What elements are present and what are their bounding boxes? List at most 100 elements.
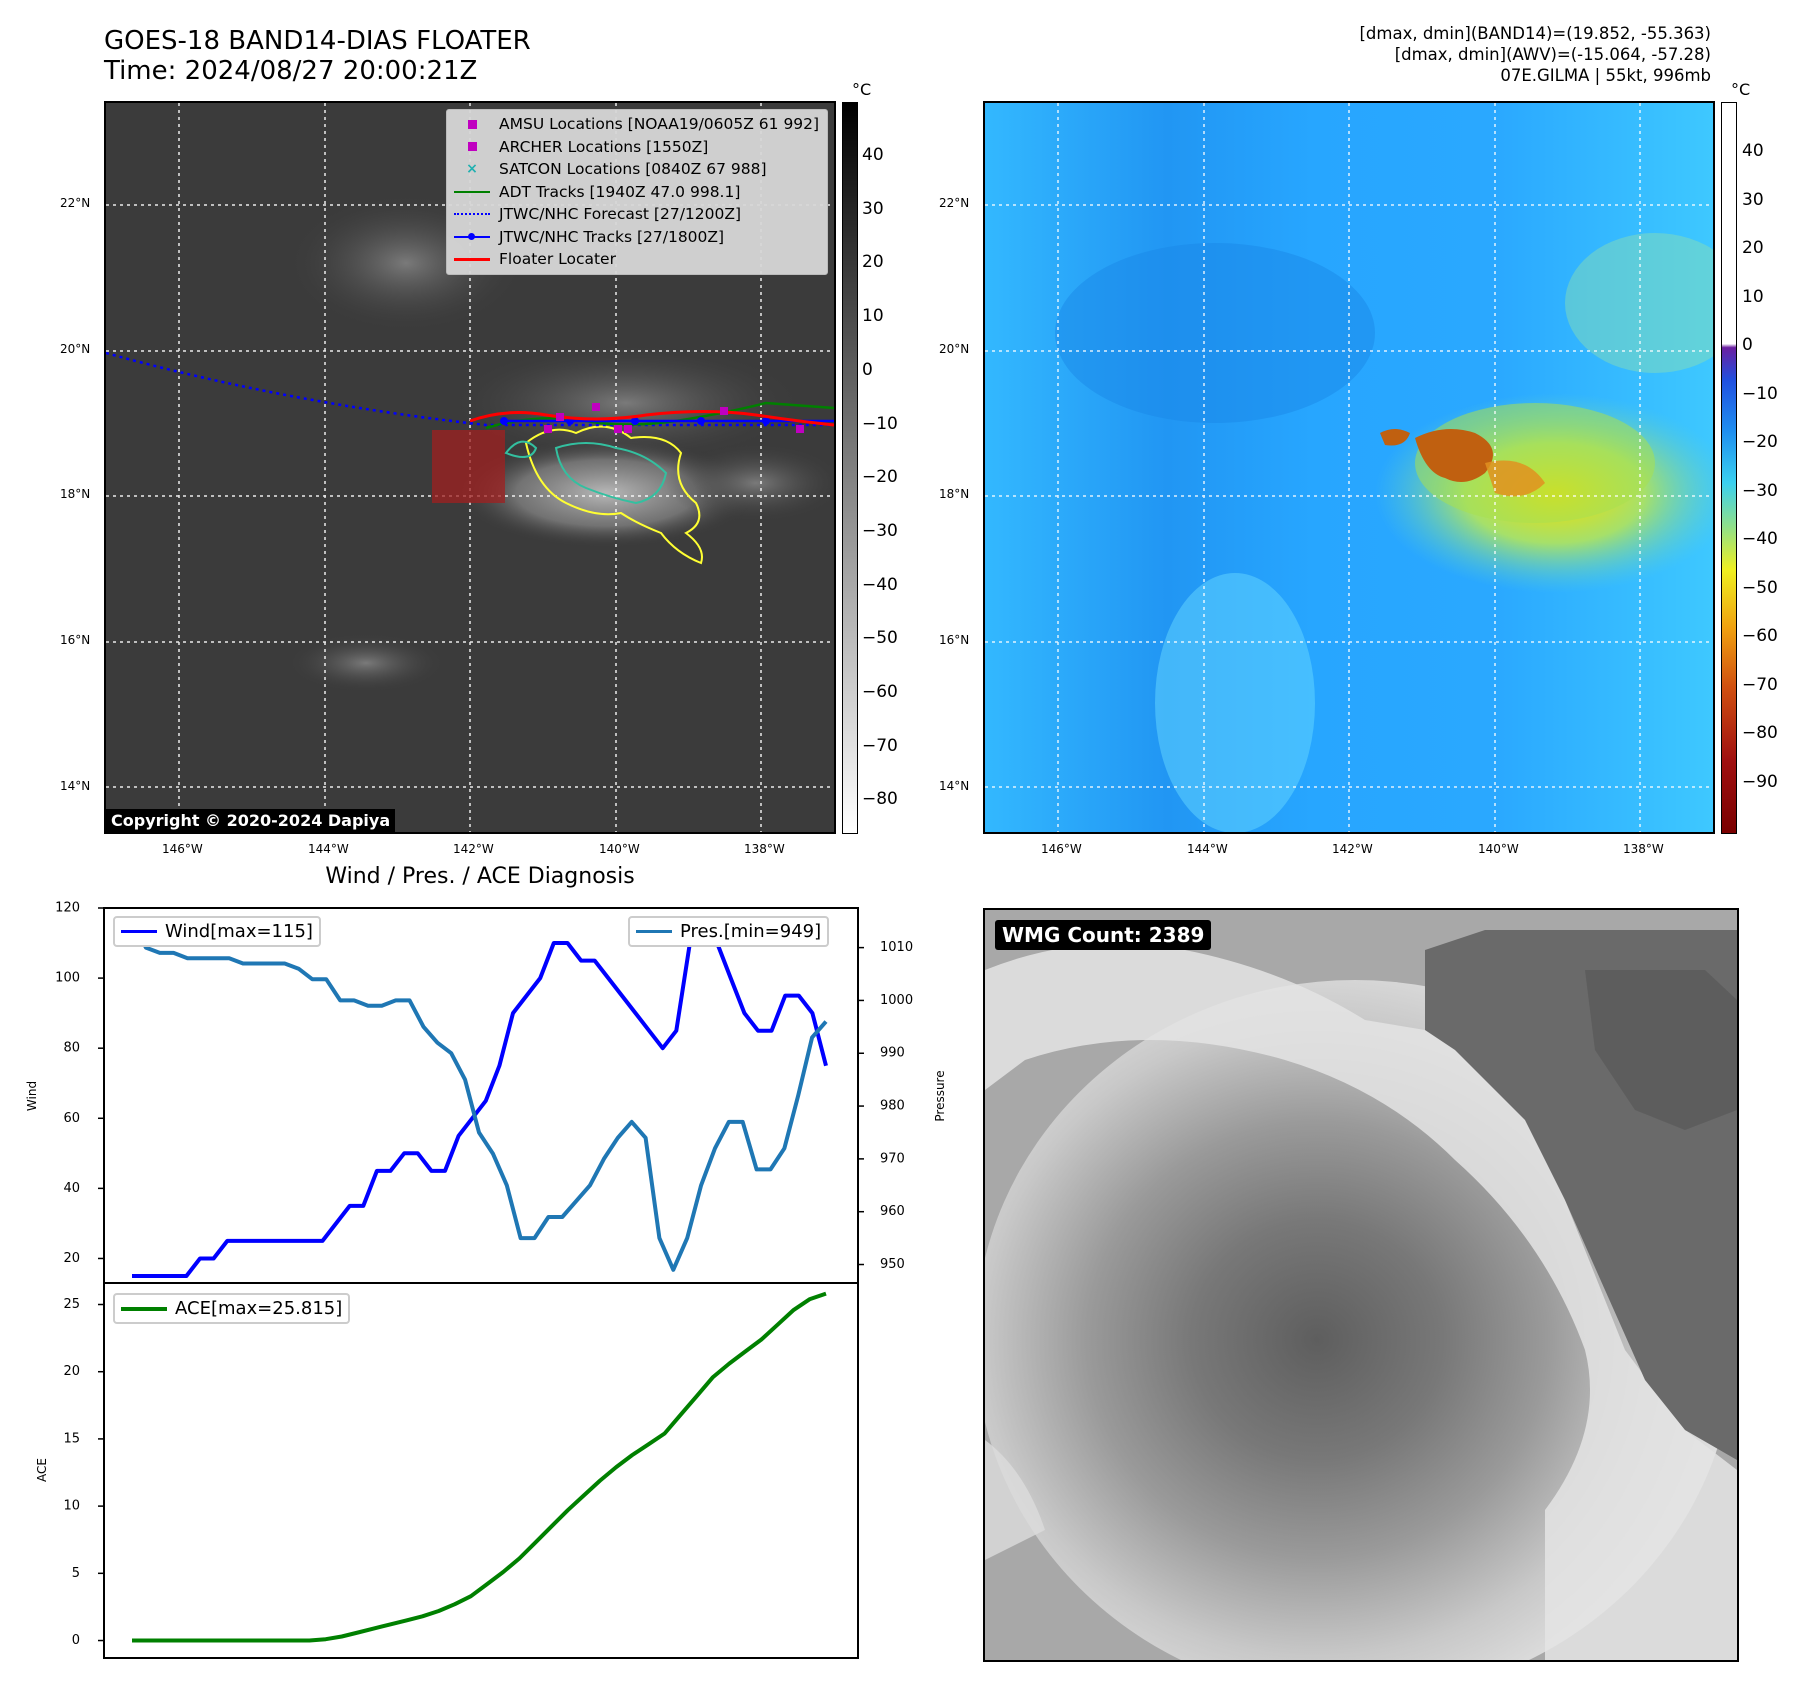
axis-tick-label: 60 — [63, 1111, 80, 1126]
map-legend: AMSU Locations [NOAA19/0605Z 61 992] ARC… — [446, 109, 828, 275]
axis-tick-label: 10 — [63, 1499, 80, 1514]
legend-adt: ADT Tracks [1940Z 47.0 998.1] — [447, 181, 827, 204]
axis-tick-label: 1010 — [880, 940, 913, 955]
colorbar-tick: −80 — [1742, 723, 1778, 743]
axis-tick-label: 1000 — [880, 993, 913, 1008]
wind-axes — [103, 907, 859, 1284]
lon-tick: 138°W — [744, 842, 785, 856]
legend-forecast: JTWC/NHC Forecast [27/1200Z] — [447, 203, 827, 226]
colorbar-tick: 20 — [1742, 238, 1764, 258]
square-marker-icon — [453, 119, 491, 129]
title-line1: GOES-18 BAND14-DIAS FLOATER — [104, 26, 531, 56]
pressure-series-line — [130, 920, 828, 1272]
axis-tick-label: 100 — [55, 971, 80, 986]
colorbar-tick: 0 — [1742, 335, 1753, 355]
title-line2: Time: 2024/08/27 20:00:21Z — [104, 56, 478, 86]
lon-tick: 144°W — [1187, 842, 1228, 856]
colorbar-tick: −40 — [862, 574, 898, 595]
colorbar-tick: 30 — [1742, 189, 1764, 210]
wind-ticks: 120 100 80 60 40 20 — [55, 901, 104, 1266]
colorbar-tick: 20 — [862, 252, 884, 273]
axis-tick-label: 120 — [55, 901, 80, 916]
colorbar-tick: −30 — [862, 520, 898, 541]
copyright-label: Copyright © 2020-2024 Dapiya — [106, 809, 396, 832]
cold-top-west — [1380, 429, 1410, 446]
info-line1: [dmax, dmin](BAND14)=(19.852, -55.363) — [1359, 24, 1711, 43]
amsu-points — [544, 403, 804, 433]
wmg-bright-sw — [985, 1440, 1045, 1560]
axis-tick-label: 990 — [880, 1046, 905, 1061]
wind-axis-label: Wind — [25, 1081, 39, 1111]
legend-line-icon — [121, 930, 157, 933]
lon-tick: 140°W — [599, 842, 640, 856]
colorbar-unit: °C — [1731, 80, 1751, 99]
floater-track — [469, 410, 834, 427]
ace-series-line — [132, 1291, 827, 1643]
forecast-track — [106, 351, 834, 427]
floater-box — [432, 430, 505, 503]
cold-top — [1415, 429, 1493, 482]
cloud-south — [286, 633, 446, 693]
colorbar-tick: −50 — [1742, 577, 1778, 598]
colorbar-tick: −80 — [862, 789, 898, 810]
legend-satcon: × SATCON Locations [0840Z 67 988] — [447, 158, 827, 181]
moist-ne — [1565, 233, 1713, 373]
awv-map-svg — [985, 103, 1713, 832]
moist-band — [1155, 573, 1315, 832]
colorbar-tick: −70 — [1742, 674, 1778, 695]
colorbar-tick: −20 — [1742, 432, 1778, 452]
axis-tick-label: 20 — [63, 1364, 80, 1379]
info-block: [dmax, dmin](BAND14)=(19.852, -55.363) [… — [1359, 23, 1711, 86]
wmg-panel[interactable]: WMG Count: 2389 — [983, 908, 1739, 1662]
diagnosis-title: Wind / Pres. / ACE Diagnosis — [325, 864, 635, 889]
axis-tick-label: 950 — [880, 1257, 905, 1272]
axis-tick-label: 970 — [880, 1151, 905, 1166]
pres-ticks: 1010 1000 990 980 970 960 950 — [858, 940, 913, 1272]
lat-tick: 16°N — [60, 633, 91, 647]
colorbar-tick: 30 — [862, 198, 884, 219]
colorbar-tick: −90 — [1742, 771, 1778, 792]
colorbar-tick: −10 — [1742, 383, 1778, 404]
ace-legend: ACE[max=25.815] — [113, 1293, 351, 1324]
ace-ticks: 25 20 15 10 5 0 — [63, 1297, 104, 1648]
awv-map[interactable] — [983, 101, 1715, 834]
wmg-count-label: WMG Count: 2389 — [995, 920, 1212, 950]
colorbar-tick: −60 — [862, 682, 898, 702]
main-title: GOES-18 BAND14-DIAS FLOATER Time: 2024/0… — [104, 26, 531, 86]
axis-tick-label: 80 — [63, 1041, 80, 1056]
lat-tick: 18°N — [60, 487, 91, 501]
warm-top — [1485, 460, 1545, 497]
lon-tick: 146°W — [1041, 842, 1082, 856]
colorbar-unit: °C — [852, 80, 872, 99]
lat-tick: 16°N — [939, 633, 970, 647]
axis-tick-label: 960 — [880, 1204, 905, 1219]
ace-axes — [103, 1282, 859, 1659]
lat-tick: 20°N — [60, 342, 91, 356]
square-marker-icon — [453, 142, 491, 152]
wind-legend: Wind[max=115] — [113, 916, 321, 947]
info-line2: [dmax, dmin](AWV)=(-15.064, -57.28) — [1394, 45, 1711, 64]
lon-tick: 142°W — [1332, 842, 1373, 856]
pres-legend: Pres.[min=949] — [628, 916, 830, 947]
colorbar-tick: 10 — [862, 306, 884, 327]
axis-tick-label: 40 — [63, 1181, 80, 1196]
colorbar-tick: −70 — [862, 735, 898, 756]
awv-grid — [985, 103, 1713, 832]
lat-tick: 20°N — [939, 342, 970, 356]
cloud-east — [666, 443, 834, 523]
line-icon — [453, 190, 491, 193]
lon-tick: 144°W — [308, 842, 349, 856]
lon-tick: 140°W — [1478, 842, 1519, 856]
legend-line-icon — [121, 1306, 167, 1311]
colorbar-tick: −10 — [862, 413, 898, 434]
axis-tick-label: 5 — [72, 1566, 80, 1581]
lat-tick: 22°N — [60, 196, 91, 210]
line-dot-icon — [453, 232, 491, 240]
dotted-line-icon — [453, 213, 491, 216]
colorbar-tick: 10 — [1742, 286, 1764, 307]
colorbar-tick: −30 — [1742, 480, 1778, 501]
band14-map[interactable]: AMSU Locations [NOAA19/0605Z 61 992] ARC… — [104, 101, 836, 834]
axis-tick-label: 15 — [63, 1431, 80, 1446]
lat-tick: 14°N — [939, 779, 970, 793]
